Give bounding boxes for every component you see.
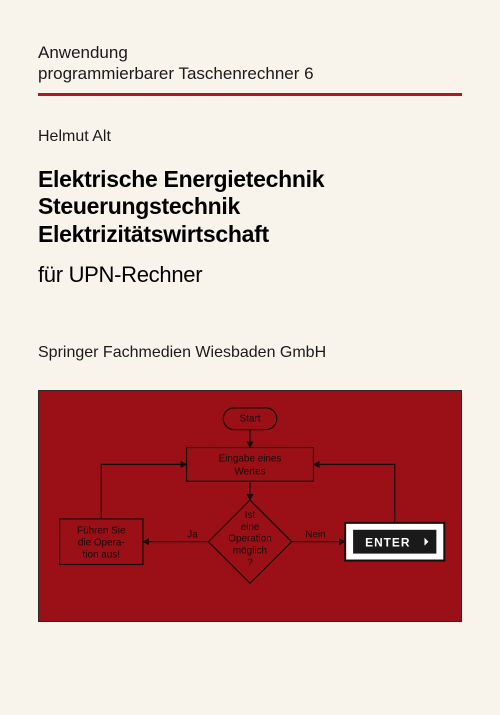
author-name: Helmut Alt [38, 128, 462, 146]
node-exec-l1: Führen Sie [77, 526, 126, 537]
title-line2: Steuerungstechnik [38, 193, 240, 219]
node-input-label1: Eingabe eines [219, 454, 282, 465]
book-subtitle: für UPN-Rechner [38, 262, 462, 288]
edge-label-yes: Ja [187, 530, 198, 541]
publisher-name: Springer Fachmedien Wiesbaden GmbH [38, 344, 462, 362]
title-line3: Elektrizitätswirtschaft [38, 221, 269, 247]
node-enter-label: ENTER [365, 536, 410, 550]
node-exec-l2: die Opera- [78, 538, 125, 549]
series-line2: programmierbarer Taschenrechner 6 [38, 64, 314, 83]
book-title: Elektrische Energietechnik Steuerungstec… [38, 166, 462, 249]
node-start-label: Start [240, 414, 261, 425]
node-decision-l1: Ist [245, 510, 256, 521]
divider-rule [38, 93, 462, 96]
edge-label-no: Nein [305, 530, 325, 541]
node-decision-l4: möglich [233, 546, 267, 557]
edge-enter-input [313, 465, 394, 523]
node-decision-l3: Operation [228, 534, 272, 545]
edge-exec-input [101, 465, 186, 520]
flowchart-panel: Start Eingabe eines Wertes Ist eine Oper… [38, 390, 462, 622]
flowchart-svg: Start Eingabe eines Wertes Ist eine Oper… [39, 391, 461, 621]
node-exec-l3: tion aus! [83, 550, 120, 561]
series-title: Anwendung programmierbarer Taschenrechne… [38, 42, 462, 85]
title-line1: Elektrische Energietechnik [38, 166, 324, 192]
node-decision-l2: eine [241, 522, 260, 533]
node-input-label2: Wertes [234, 467, 265, 478]
series-line1: Anwendung [38, 43, 128, 62]
node-decision-l5: ? [247, 558, 253, 569]
